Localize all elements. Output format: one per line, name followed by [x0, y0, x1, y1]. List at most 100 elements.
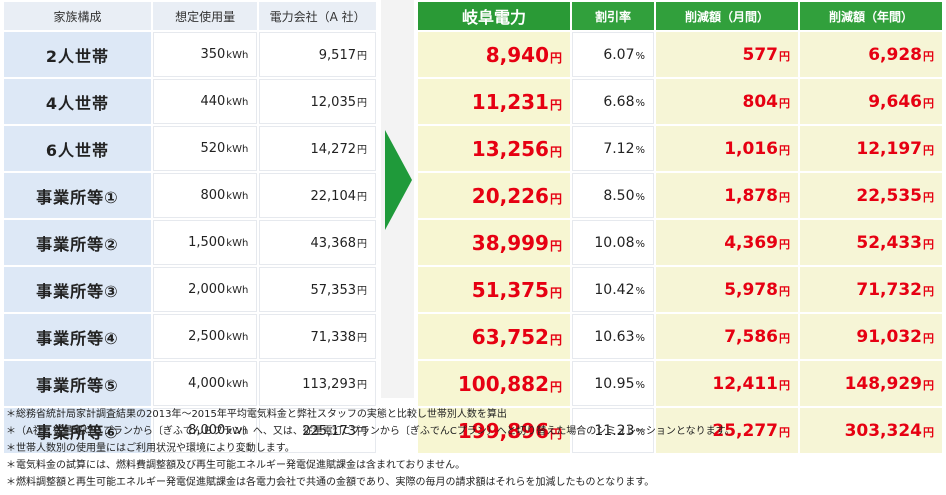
company-a-cost-value: 43,368: [310, 235, 357, 251]
usage-value: 4,000: [188, 376, 226, 391]
table-row: 事業所等① 800kWh 22,104円: [4, 173, 376, 218]
unit-yen: 円: [923, 143, 934, 157]
gifu-cost-cell: 51,375円: [418, 267, 570, 312]
unit-percent: %: [635, 285, 645, 297]
footnote: ＊燃料調整額と再生可能エネルギー発電促進賦課金は各電力会社で共通の金額であり、実…: [6, 477, 655, 488]
gifu-cost-cell: 100,882円: [418, 361, 570, 406]
header-annual-savings: 削減額（年間）: [800, 2, 942, 30]
discount-rate-value: 10.63: [594, 328, 635, 345]
unit-yen: 円: [549, 97, 562, 112]
company-a-cost-cell: 113,293円: [259, 361, 376, 406]
annual-savings-value: 9,646: [868, 91, 922, 112]
monthly-savings-cell: 25,277円: [656, 408, 798, 453]
discount-rate-value: 10.42: [594, 281, 635, 298]
unit-yen: 円: [923, 425, 934, 439]
company-a-cost-value: 12,035: [310, 94, 357, 110]
table-row: 20,226円 8.50% 1,878円 22,535円: [418, 173, 942, 218]
usage-cell: 8,000kWh: [152, 408, 258, 453]
unit-yen: 円: [923, 237, 934, 251]
unit-kwh: kWh: [226, 97, 249, 108]
discount-rate-cell: 6.68%: [572, 79, 654, 124]
unit-yen: 円: [357, 238, 367, 250]
discount-rate-cell: 8.50%: [572, 173, 654, 218]
usage-cell: 1,500kWh: [152, 220, 258, 265]
usage-cell: 2,500kWh: [152, 314, 258, 359]
usage-cell: 4,000kWh: [152, 361, 258, 406]
annual-savings-cell: 148,929円: [800, 361, 942, 406]
company-a-cost-value: 225,173: [302, 423, 356, 439]
monthly-savings-cell: 7,586円: [656, 314, 798, 359]
header-monthly-savings: 削減額（月間）: [656, 2, 798, 30]
arrow-right-icon: [385, 130, 412, 230]
gifu-cost-value: 63,752: [471, 324, 549, 349]
unit-yen: 円: [779, 425, 790, 439]
unit-yen: 円: [357, 379, 367, 391]
company-a-cost-cell: 43,368円: [259, 220, 376, 265]
monthly-savings-value: 7,586: [724, 326, 778, 347]
discount-rate-cell: 10.95%: [572, 361, 654, 406]
unit-kwh: kWh: [226, 144, 249, 155]
monthly-savings-value: 1,016: [724, 138, 778, 159]
gifu-cost-value: 38,999: [471, 230, 549, 255]
header-household: 家族構成: [4, 2, 151, 30]
unit-percent: %: [635, 426, 645, 438]
footnote: ＊（A社）従量電灯Ｂプランから〔ぎふでんＢプラン〕へ、又は、従量電灯Cプランから…: [6, 426, 735, 437]
unit-yen: 円: [549, 191, 562, 206]
company-a-cost-cell: 9,517円: [259, 32, 376, 77]
unit-percent: %: [635, 379, 645, 391]
discount-rate-cell: 10.08%: [572, 220, 654, 265]
monthly-savings-value: 804: [742, 91, 779, 112]
table-row: 4人世帯 440kWh 12,035円: [4, 79, 376, 124]
annual-savings-value: 12,197: [856, 138, 922, 159]
household-text: 6人世帯: [45, 140, 110, 160]
discount-rate-value: 10.95: [594, 375, 635, 392]
household-label: 2人世帯: [4, 32, 151, 77]
monthly-savings-value: 4,369: [724, 232, 778, 253]
footnotes: ＊総務省統計局家計調査結果の2013年～2015年平均電気料金と弊社スタッフの実…: [6, 406, 942, 491]
unit-kwh: kWh: [226, 191, 249, 202]
table-row: 事業所等② 1,500kWh 43,368円: [4, 220, 376, 265]
usage-cell: 440kWh: [152, 79, 258, 124]
table-row: 8,940円 6.07% 577円 6,928円: [418, 32, 942, 77]
annual-savings-value: 6,928: [868, 44, 922, 65]
household-label: 事業所等⑥: [4, 408, 151, 453]
gifu-cost-cell: 38,999円: [418, 220, 570, 265]
company-a-cost-cell: 225,173円: [259, 408, 376, 453]
household-text: 4人世帯: [45, 93, 110, 113]
household-text: 事業所等⑥: [36, 422, 119, 442]
monthly-savings-value: 25,277: [712, 420, 778, 441]
usage-cell: 2,000kWh: [152, 267, 258, 312]
unit-yen: 円: [357, 285, 367, 297]
annual-savings-cell: 91,032円: [800, 314, 942, 359]
unit-yen: 円: [357, 426, 367, 438]
discount-rate-value: 11.23: [594, 422, 635, 439]
household-text: 事業所等①: [36, 187, 119, 207]
header-gifu-power: 岐阜電力: [418, 2, 570, 30]
usage-value: 800: [200, 188, 226, 203]
household-label: 事業所等②: [4, 220, 151, 265]
discount-rate-value: 10.08: [594, 234, 635, 251]
household-text: 事業所等③: [36, 281, 119, 301]
table-row: 13,256円 7.12% 1,016円 12,197円: [418, 126, 942, 171]
annual-savings-cell: 22,535円: [800, 173, 942, 218]
discount-rate-value: 6.07: [603, 46, 635, 63]
company-a-cost-value: 22,104: [310, 188, 357, 204]
table-row: 事業所等⑤ 4,000kWh 113,293円: [4, 361, 376, 406]
table-row: 38,999円 10.08% 4,369円 52,433円: [418, 220, 942, 265]
unit-kwh: kWh: [226, 285, 249, 296]
annual-savings-cell: 52,433円: [800, 220, 942, 265]
gifu-cost-cell: 13,256円: [418, 126, 570, 171]
table-row: 11,231円 6.68% 804円 9,646円: [418, 79, 942, 124]
unit-percent: %: [635, 332, 645, 344]
unit-yen: 円: [779, 378, 790, 392]
unit-yen: 円: [779, 237, 790, 251]
unit-yen: 円: [779, 331, 790, 345]
unit-yen: 円: [923, 190, 934, 204]
unit-percent: %: [635, 97, 645, 109]
unit-yen: 円: [549, 379, 562, 394]
footnote: ＊総務省統計局家計調査結果の2013年～2015年平均電気料金と弊社スタッフの実…: [6, 409, 507, 420]
household-label: 事業所等①: [4, 173, 151, 218]
company-a-cost-cell: 12,035円: [259, 79, 376, 124]
usage-value: 440: [200, 94, 226, 109]
unit-kwh: kWh: [226, 426, 249, 437]
